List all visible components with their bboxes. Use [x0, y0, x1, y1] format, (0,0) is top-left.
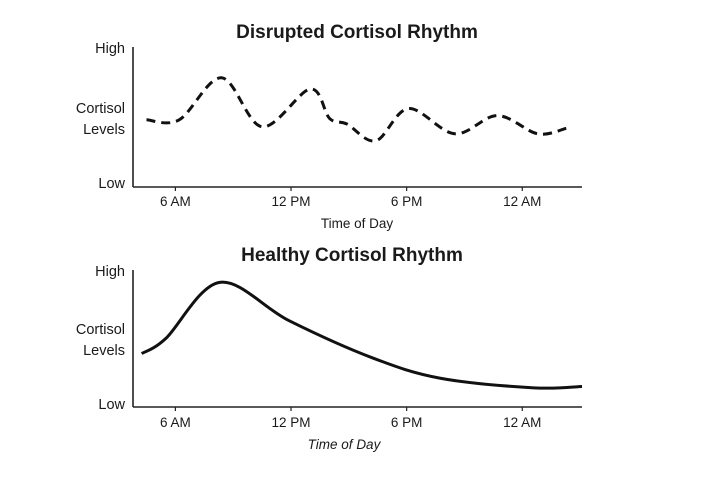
x-tick-label: 6 AM: [160, 194, 191, 209]
x-axis-label: Time of Day: [321, 216, 394, 231]
x-tick-label: 6 PM: [391, 194, 423, 209]
chart-title: Disrupted Cortisol Rhythm: [236, 22, 478, 43]
x-tick-label: 12 PM: [272, 194, 311, 209]
y-high-label: High: [95, 41, 125, 57]
series-line: [142, 282, 582, 388]
chart-title: Healthy Cortisol Rhythm: [241, 245, 463, 266]
x-tick-label: 6 AM: [160, 415, 191, 430]
healthy-chart: Healthy Cortisol Rhythm High Low Cortiso…: [76, 245, 582, 452]
disrupted-chart: Disrupted Cortisol Rhythm High Low Corti…: [76, 22, 582, 231]
x-tick-label: 12 PM: [272, 415, 311, 430]
y-high-label: High: [95, 264, 125, 280]
y-low-label: Low: [98, 176, 125, 192]
x-axis-label: Time of Day: [308, 437, 382, 452]
y-low-label: Low: [98, 397, 125, 413]
x-tick-label: 12 AM: [503, 415, 541, 430]
x-tick-label: 12 AM: [503, 194, 541, 209]
x-tick-label: 6 PM: [391, 415, 423, 430]
series-line: [146, 78, 566, 141]
